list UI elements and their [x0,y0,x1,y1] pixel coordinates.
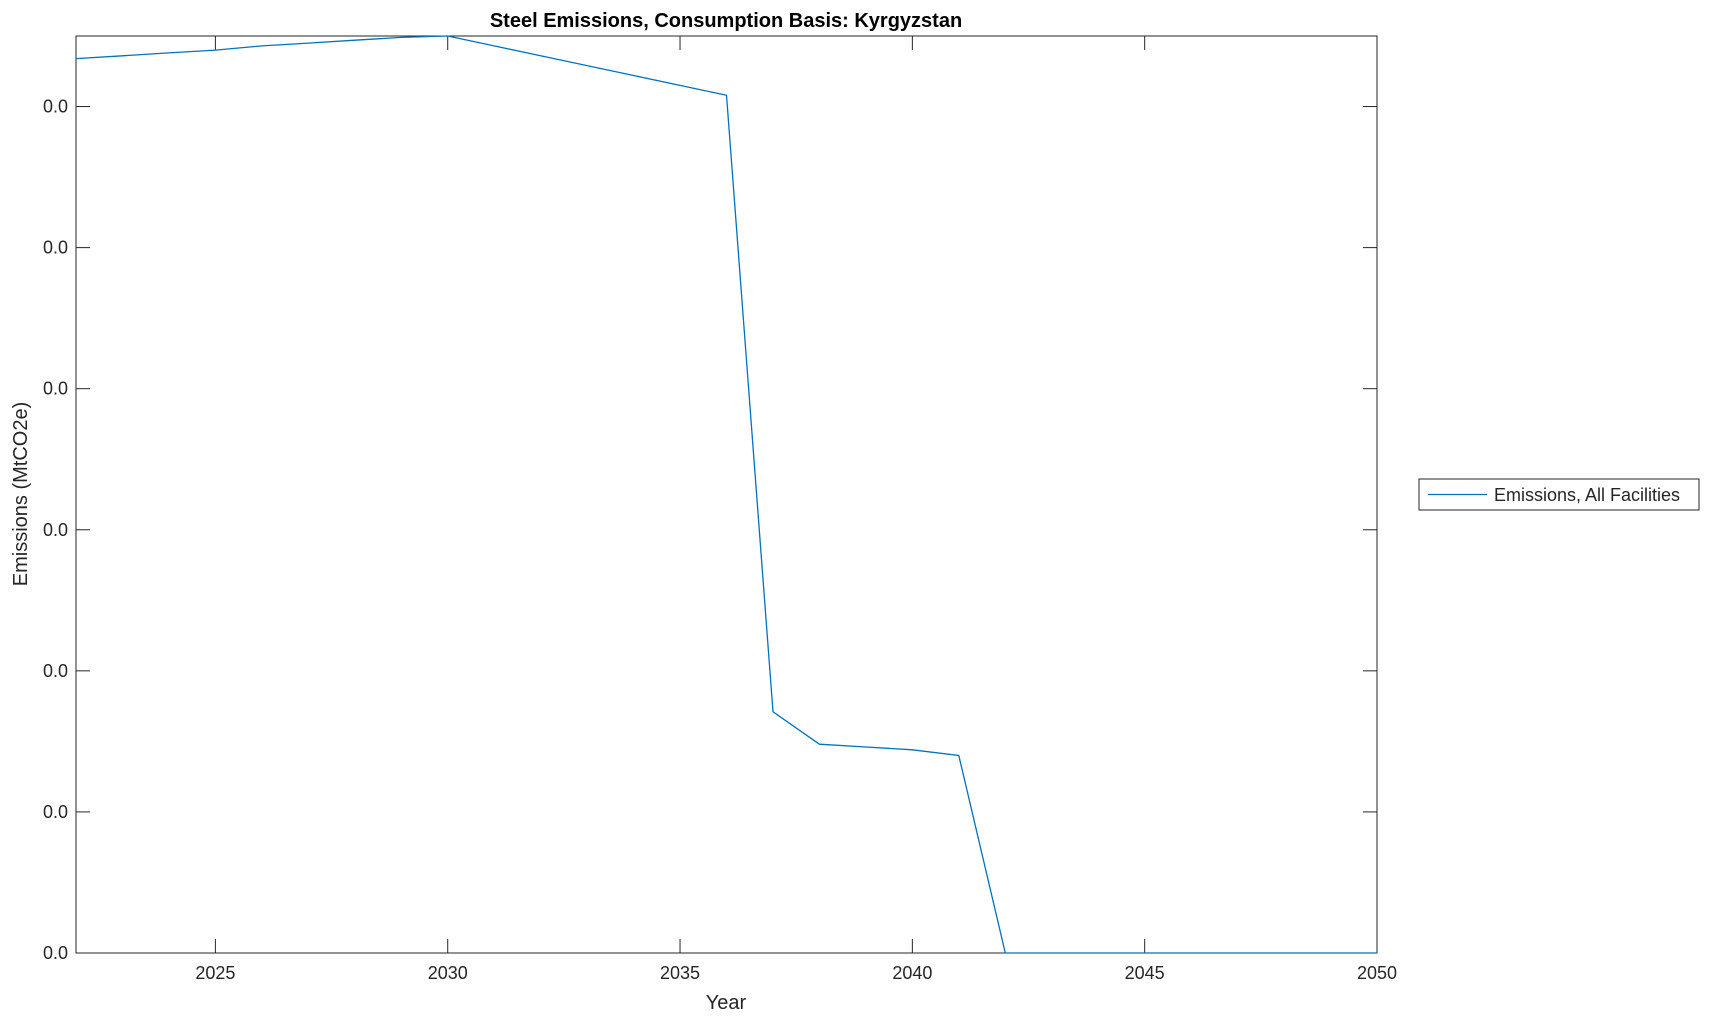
x-tick-label: 2045 [1125,963,1165,983]
y-axis-label: Emissions (MtCO2e) [10,402,32,586]
x-tick-label: 2050 [1357,963,1397,983]
x-tick-label: 2040 [892,963,932,983]
y-tick-label: 0.0 [43,97,68,117]
x-tick-label: 2025 [195,963,235,983]
series-lines [75,35,1377,954]
series-line [75,35,1377,954]
y-axis: 0.0 0.0 0.0 0.0 0.0 0.0 0.0 [43,97,1377,963]
legend-entry: Emissions, All Facilities [1494,485,1680,505]
legend[interactable]: Emissions, All Facilities [1418,478,1700,511]
y-tick-label: 0.0 [43,661,68,681]
plot-area [75,35,1378,954]
chart-title: Steel Emissions, Consumption Basis: Kyrg… [490,10,962,32]
y-tick-label: 0.0 [43,802,68,822]
y-tick-label: 0.0 [43,943,68,963]
x-axis-label: Year [706,992,747,1014]
x-tick-label: 2035 [660,963,700,983]
x-tick-label: 2030 [428,963,468,983]
y-tick-label: 0.0 [43,238,68,258]
y-tick-label: 0.0 [43,379,68,399]
y-tick-label: 0.0 [43,520,68,540]
x-axis: 2025 2030 2035 2040 2045 2050 [195,36,1397,983]
